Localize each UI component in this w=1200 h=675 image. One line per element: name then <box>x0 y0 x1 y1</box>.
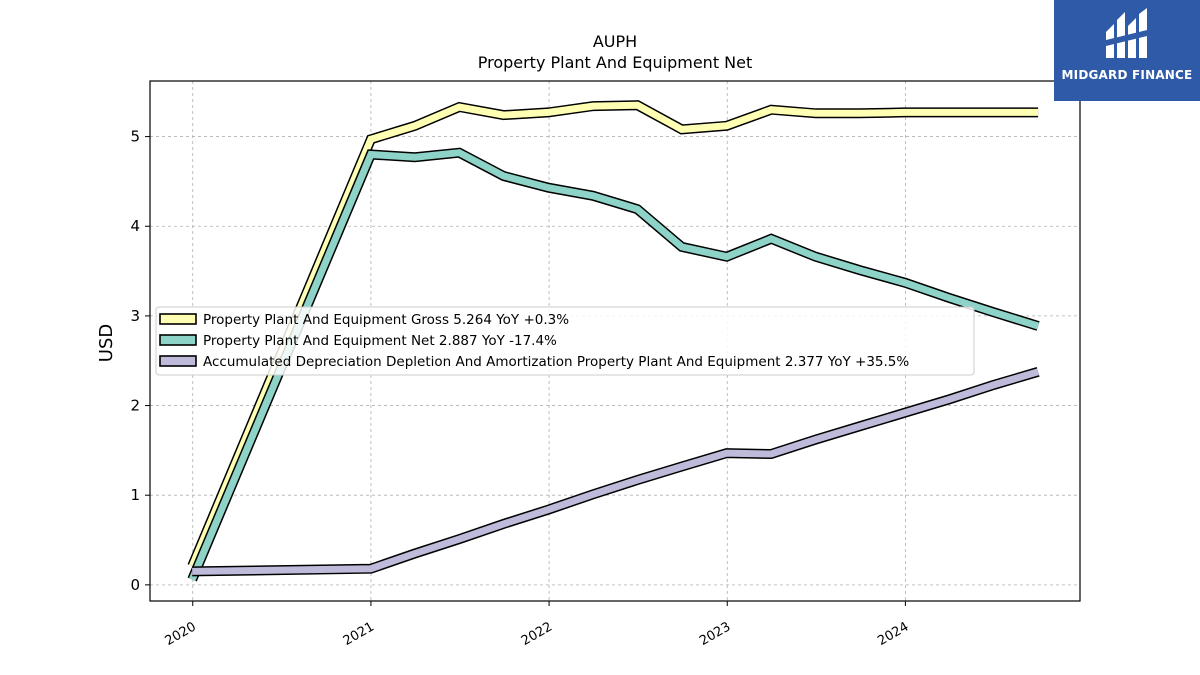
chart-subtitle: Property Plant And Equipment Net <box>478 53 753 72</box>
brand-name: MIDGARD FINANCE <box>1061 68 1193 82</box>
legend-swatch <box>159 334 197 346</box>
x-tick-label: 2024 <box>875 619 911 649</box>
y-axis-label: USD <box>96 324 117 362</box>
series-line-fill <box>188 149 1040 581</box>
x-tick-label: 2023 <box>697 619 733 649</box>
legend-swatch <box>159 313 197 325</box>
chart-title: AUPH <box>593 32 637 51</box>
x-tick-label: 2022 <box>519 619 555 649</box>
legend-box <box>155 306 975 376</box>
plot-area-frame <box>149 80 1081 602</box>
series-line-fill <box>192 368 1040 575</box>
x-tick-label: 2021 <box>341 619 377 649</box>
legend-entry: Property Plant And Equipment Gross 5.264… <box>203 312 569 328</box>
series-line <box>192 367 1040 577</box>
y-tick-label: 3 <box>130 307 140 325</box>
series-line <box>187 147 1040 582</box>
midgard-logo-icon <box>1106 8 1147 58</box>
series-line <box>187 100 1039 568</box>
y-tick-label: 2 <box>130 397 140 415</box>
y-tick-label: 5 <box>130 128 140 146</box>
y-tick-label: 0 <box>130 576 140 594</box>
legend: Property Plant And Equipment Gross 5.264… <box>155 306 975 376</box>
y-tick-label: 1 <box>130 486 140 504</box>
legend-entry: Property Plant And Equipment Net 2.887 Y… <box>203 333 557 349</box>
series-lines <box>187 100 1040 582</box>
brand-logo: MIDGARD FINANCE <box>1054 0 1200 101</box>
series-line-fill <box>188 101 1039 568</box>
y-tick-label: 4 <box>130 217 140 235</box>
series-line-outline <box>192 367 1040 577</box>
legend-entry: Accumulated Depreciation Depletion And A… <box>203 354 909 370</box>
x-tick-label: 2020 <box>163 619 199 649</box>
legend-swatch <box>159 355 197 367</box>
